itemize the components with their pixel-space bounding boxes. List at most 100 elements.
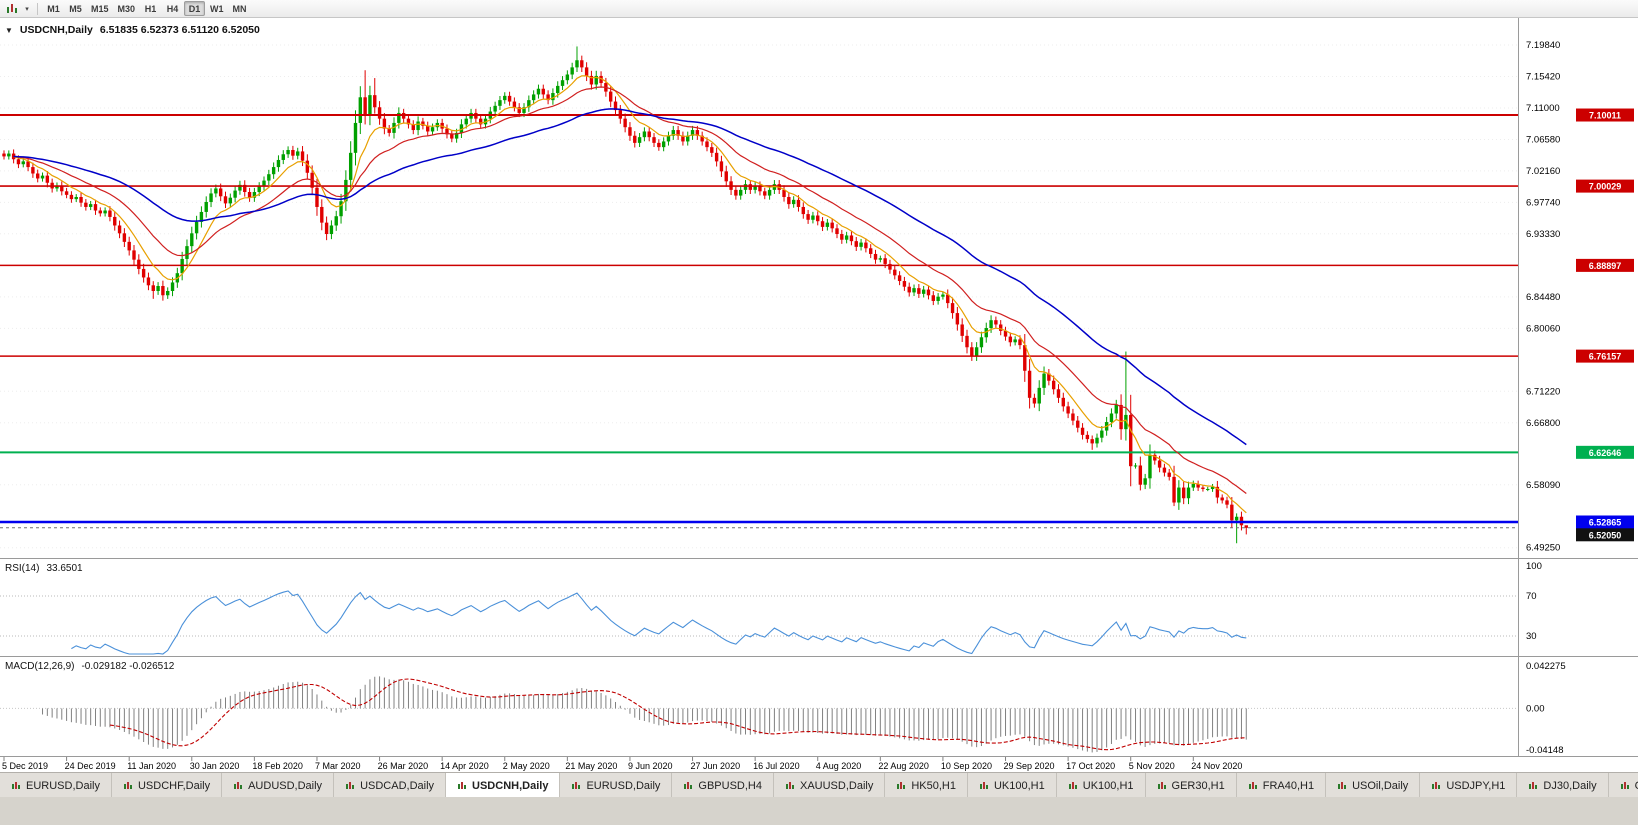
svg-text:6.76157: 6.76157 [1589, 352, 1622, 362]
svg-text:6.97740: 6.97740 [1526, 197, 1560, 208]
tab-chart-icon [345, 781, 355, 791]
tab-label: UK100,H1 [1082, 779, 1134, 792]
toolbar-separator [37, 2, 38, 15]
tab-label: DJ30,Daily [1543, 779, 1597, 792]
svg-text:7.02160: 7.02160 [1526, 166, 1560, 177]
svg-text:30: 30 [1526, 631, 1537, 642]
timeframe-button-m5[interactable]: M5 [69, 4, 82, 14]
candles-layer [2, 46, 1248, 544]
chart-tab-hk50-h1[interactable]: HK50,H1 [885, 773, 968, 797]
svg-text:10 Sep 2020: 10 Sep 2020 [941, 761, 992, 771]
chart-tab-usoil-daily[interactable]: USOil,Daily [1326, 773, 1421, 797]
timeframe-button-mn[interactable]: MN [232, 4, 247, 14]
chart-tab-audusd-daily[interactable]: AUDUSD,Daily [222, 773, 335, 797]
chart-tab-eurusd-daily[interactable]: EURUSD,Daily [0, 773, 112, 797]
timeframe-button-m30[interactable]: M30 [117, 4, 136, 14]
svg-text:24 Dec 2019: 24 Dec 2019 [65, 761, 116, 771]
macd-name: MACD(12,26,9) [5, 661, 75, 672]
svg-text:6.80060: 6.80060 [1526, 323, 1560, 334]
tab-label: USOil,Daily [1352, 779, 1409, 792]
timeframe-button-m1[interactable]: M1 [47, 4, 60, 14]
svg-text:2 May 2020: 2 May 2020 [503, 761, 550, 771]
svg-text:7.06580: 7.06580 [1526, 134, 1560, 145]
timeframe-button-w1[interactable]: W1 [210, 4, 224, 14]
svg-text:6.58090: 6.58090 [1526, 480, 1560, 491]
svg-text:6.52865: 6.52865 [1589, 517, 1622, 527]
macd-values: -0.029182 -0.026512 [81, 661, 175, 672]
tab-chart-icon [1157, 781, 1167, 791]
chart-tab-usdjpy-h1[interactable]: USDJPY,H1 [1420, 773, 1518, 797]
tab-chart-icon [896, 781, 906, 791]
tab-label: EURUSD,Daily [586, 779, 661, 792]
time-axis: 5 Dec 2019 24 Dec 2019 11 Jan 2020 30 Jan 2… [2, 757, 1242, 771]
moving-averages-layer [13, 75, 1247, 514]
tab-label: USDCAD,Daily [360, 779, 435, 792]
timeframe-button-m15[interactable]: M15 [91, 4, 109, 14]
chart-tab-usdcnh-daily[interactable]: USDCNH,Daily [446, 773, 561, 797]
timeframe-button-d1[interactable]: D1 [184, 1, 206, 16]
svg-text:18 Feb 2020: 18 Feb 2020 [252, 761, 303, 771]
timeframe-button-h1[interactable]: H1 [144, 4, 157, 14]
tab-label: EURUSD,Daily [26, 779, 100, 792]
svg-text:6.84480: 6.84480 [1526, 292, 1560, 303]
svg-text:7.11000: 7.11000 [1526, 103, 1560, 114]
svg-text:6.66800: 6.66800 [1526, 418, 1560, 429]
svg-text:11 Jan 2020: 11 Jan 2020 [127, 761, 176, 771]
tab-chart-icon [785, 781, 795, 791]
tab-chart-icon [979, 781, 989, 791]
svg-text:17 Oct 2020: 17 Oct 2020 [1066, 761, 1115, 771]
status-strip [0, 797, 1638, 825]
chart-dropdown-icon[interactable]: ▼ [5, 25, 13, 35]
svg-text:7.00029: 7.00029 [1589, 182, 1622, 192]
tab-chart-icon [457, 781, 467, 791]
tab-chart-icon [1068, 781, 1078, 791]
chart-type-icon[interactable] [3, 2, 21, 16]
chart-tab-dj30-daily[interactable]: DJ30,Daily [1517, 773, 1609, 797]
tab-chart-icon [233, 781, 243, 791]
chart-tab-uk100-h1[interactable]: UK100,H1 [967, 773, 1057, 797]
tab-chart-icon [1528, 781, 1538, 791]
tab-chart-icon [1620, 781, 1630, 791]
svg-text:5 Nov 2020: 5 Nov 2020 [1129, 761, 1175, 771]
chart-title: ▼ USDCNH,Daily 6.51835 6.52373 6.51120 6… [5, 24, 260, 36]
tab-label: USDJPY,H1 [1446, 779, 1506, 792]
tab-chart-icon [571, 781, 581, 791]
chart-tab-eurusd-daily[interactable]: EURUSD,Daily [560, 773, 673, 797]
tab-chart-icon [11, 781, 21, 791]
tab-chart-icon [1431, 781, 1441, 791]
chart-symbol-period: USDCNH,Daily [19, 24, 93, 36]
chart-tab-usdchf-daily[interactable]: USDCHF,Daily [111, 773, 223, 797]
tab-label: FRA40,H1 [1262, 779, 1315, 792]
chart-tab-usdcad-daily[interactable]: USDCAD,Daily [334, 773, 447, 797]
svg-text:7.19840: 7.19840 [1526, 40, 1560, 51]
chart-tab-china300-h1[interactable]: CHINA300,H1 [1608, 773, 1638, 797]
chart-tab-ger30-h1[interactable]: GER30,H1 [1145, 773, 1237, 797]
svg-text:6.62646: 6.62646 [1589, 448, 1622, 458]
svg-text:100: 100 [1526, 561, 1542, 572]
svg-text:4 Aug 2020: 4 Aug 2020 [816, 761, 862, 771]
svg-text:6.93330: 6.93330 [1526, 229, 1560, 240]
chart-tab-xauusd-daily[interactable]: XAUUSD,Daily [773, 773, 886, 797]
svg-text:6.52050: 6.52050 [1589, 530, 1622, 540]
svg-text:7.10011: 7.10011 [1589, 111, 1621, 121]
rsi-name: RSI(14) [5, 563, 40, 574]
svg-text:24 Nov 2020: 24 Nov 2020 [1191, 761, 1242, 771]
price-chart-canvas[interactable]: 7.19840 7.15420 7.11000 7.06580 7.02160 6.977… [0, 18, 1638, 772]
price-axis: 7.19840 7.15420 7.11000 7.06580 7.02160 6.977… [1526, 40, 1560, 554]
tab-chart-icon [1248, 781, 1258, 791]
macd-panel: 0.042275 0.00 -0.04148 [0, 661, 1566, 756]
svg-text:70: 70 [1526, 591, 1537, 602]
svg-text:14 Apr 2020: 14 Apr 2020 [440, 761, 489, 771]
chart-tab-uk100-h1[interactable]: UK100,H1 [1056, 773, 1146, 797]
tab-label: HK50,H1 [911, 779, 956, 792]
price-gridlines [0, 44, 1518, 549]
chart-tab-gbpusd-h4[interactable]: GBPUSD,H4 [672, 773, 774, 797]
toolbar: ▾ M1 M5 M15 M30 H1 H4 D1 W1 MN [0, 0, 1638, 18]
tab-label: GER30,H1 [1171, 779, 1225, 792]
timeframe-button-h4[interactable]: H4 [166, 4, 179, 14]
chart-tab-fra40-h1[interactable]: FRA40,H1 [1236, 773, 1327, 797]
tab-chart-icon [123, 781, 133, 791]
chart-type-dropdown-icon[interactable]: ▾ [25, 5, 29, 13]
tab-label: XAUUSD,Daily [799, 779, 874, 792]
